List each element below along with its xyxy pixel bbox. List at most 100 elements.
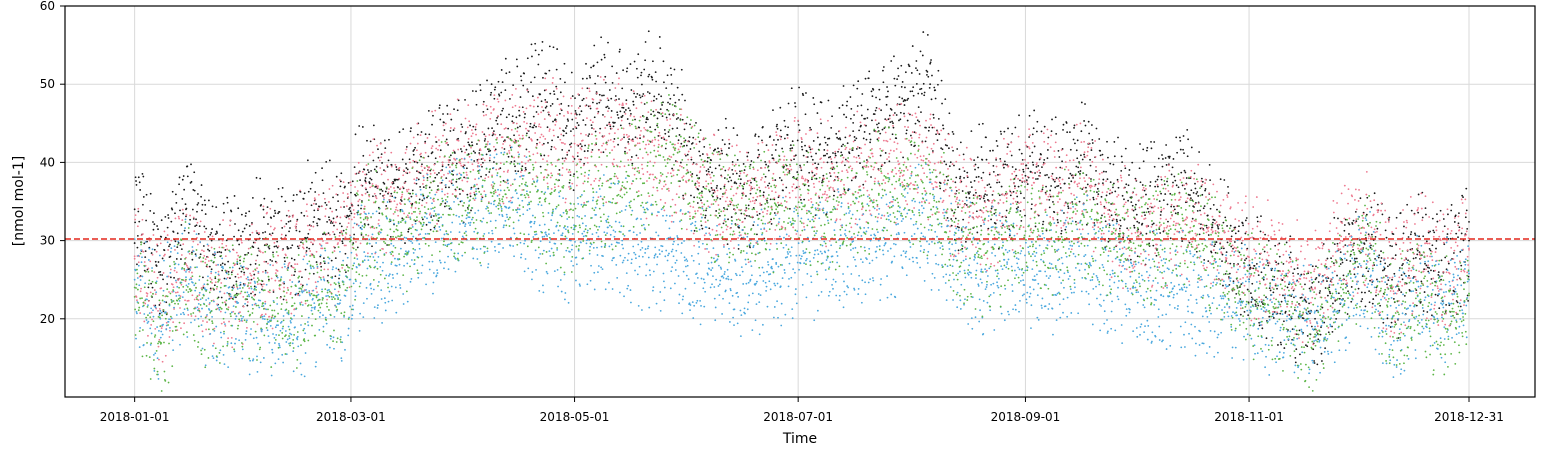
data-point — [344, 236, 347, 239]
data-point — [695, 143, 698, 145]
data-point — [855, 218, 857, 220]
data-point — [876, 209, 878, 211]
data-point — [1177, 186, 1180, 189]
data-point — [305, 237, 307, 240]
data-point — [288, 261, 291, 264]
data-point — [1016, 232, 1019, 235]
data-point — [547, 111, 550, 114]
data-point — [338, 284, 341, 287]
data-point — [505, 181, 508, 184]
data-point — [553, 93, 556, 96]
data-point — [198, 225, 201, 228]
data-point — [1261, 327, 1264, 330]
data-point — [841, 160, 844, 163]
data-point — [382, 248, 384, 250]
data-point — [1167, 220, 1169, 223]
data-point — [952, 133, 955, 135]
data-point — [493, 88, 496, 91]
data-point — [1245, 257, 1248, 260]
data-point — [1337, 292, 1340, 295]
data-point — [848, 135, 851, 138]
data-point — [1435, 239, 1438, 242]
data-point — [870, 90, 873, 93]
data-point — [663, 81, 665, 84]
data-point — [772, 179, 774, 182]
data-point — [383, 169, 385, 172]
data-point — [679, 113, 682, 116]
data-point — [974, 194, 976, 197]
data-point — [484, 135, 487, 138]
data-point — [987, 162, 990, 165]
data-point — [183, 269, 186, 272]
data-point — [1020, 163, 1023, 165]
data-point — [684, 139, 687, 142]
data-point — [1232, 280, 1235, 283]
data-point — [876, 138, 879, 141]
data-point — [864, 117, 866, 120]
data-point — [157, 345, 160, 348]
data-point — [1357, 266, 1360, 268]
data-point — [1403, 272, 1406, 275]
data-point — [904, 199, 907, 202]
data-point — [553, 186, 556, 189]
data-point — [975, 210, 978, 213]
data-point — [589, 119, 592, 122]
data-point — [618, 50, 621, 53]
data-point — [883, 214, 886, 217]
data-point — [1462, 239, 1465, 242]
data-point — [926, 70, 929, 73]
data-point — [367, 171, 370, 174]
data-point — [446, 141, 449, 144]
data-point — [323, 262, 326, 265]
data-point — [201, 330, 204, 333]
data-point — [890, 60, 893, 62]
data-point — [361, 194, 364, 197]
data-point — [1104, 220, 1107, 223]
data-point — [650, 113, 652, 116]
data-point — [416, 161, 419, 164]
data-point — [696, 209, 699, 212]
data-point — [774, 191, 777, 194]
data-point — [365, 173, 368, 176]
data-point — [907, 126, 910, 129]
data-point — [136, 234, 139, 237]
data-point — [834, 154, 837, 157]
data-point — [1304, 344, 1307, 346]
data-point — [1099, 149, 1102, 152]
data-point — [382, 194, 384, 197]
data-point — [572, 160, 575, 163]
data-point — [840, 161, 843, 164]
data-point — [428, 166, 431, 169]
data-point — [1364, 305, 1367, 308]
data-point — [1213, 245, 1216, 248]
data-point — [835, 132, 838, 135]
data-point — [631, 138, 634, 141]
data-point — [1468, 221, 1470, 223]
data-point — [537, 63, 540, 66]
data-point — [680, 108, 683, 111]
data-point — [834, 152, 837, 155]
data-point — [545, 88, 548, 91]
data-point — [407, 216, 410, 219]
data-point — [349, 181, 352, 184]
data-point — [436, 173, 438, 176]
data-point — [1156, 178, 1159, 181]
data-point — [256, 267, 258, 270]
data-point — [657, 150, 659, 153]
data-point — [272, 264, 274, 267]
data-point — [605, 180, 608, 183]
data-point — [439, 118, 442, 121]
data-point — [764, 160, 767, 163]
data-point — [1076, 157, 1079, 160]
data-point — [247, 247, 250, 250]
data-point — [147, 286, 150, 289]
data-point — [308, 291, 311, 294]
data-point — [293, 258, 296, 261]
data-point — [154, 260, 157, 263]
data-point — [735, 192, 738, 195]
data-point — [1112, 186, 1114, 189]
data-point — [1055, 177, 1058, 179]
data-point — [183, 229, 186, 232]
data-point — [525, 148, 528, 151]
data-point — [180, 248, 183, 250]
